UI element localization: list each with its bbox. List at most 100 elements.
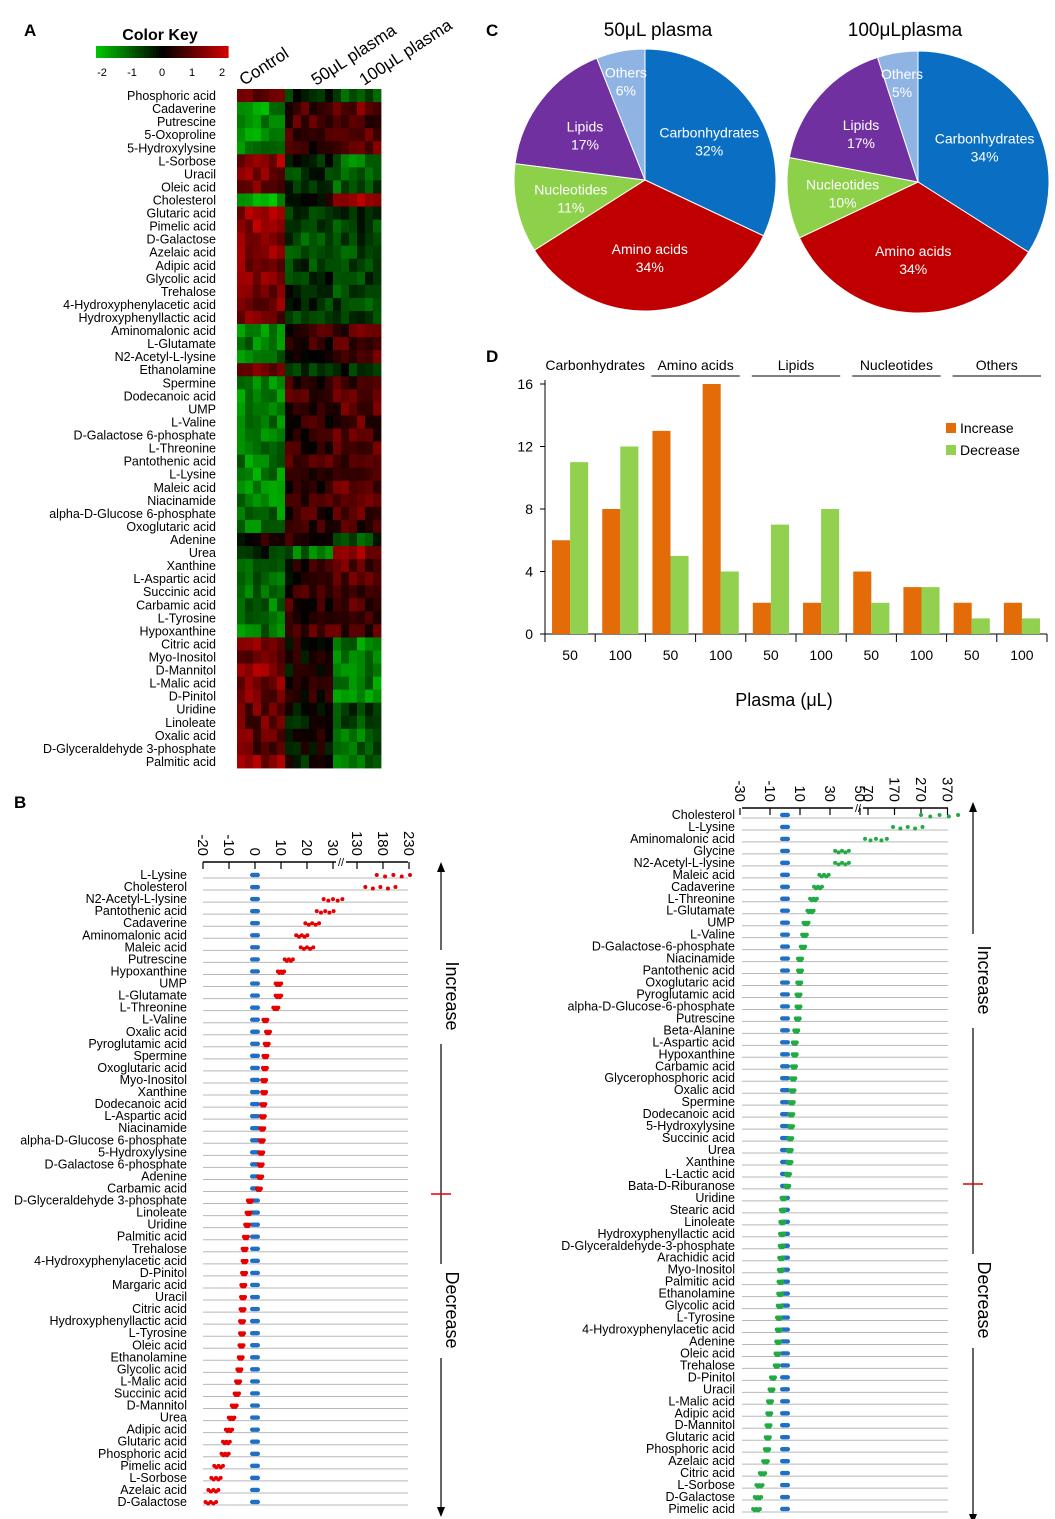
heatmap-cell — [341, 350, 350, 364]
heatmap-cell — [293, 650, 302, 664]
heatmap-cell — [269, 180, 278, 194]
metabolite-label: Putrescine — [128, 952, 187, 966]
heatmap-cell — [253, 337, 262, 351]
color-key-swatch — [111, 46, 115, 58]
treatment-point — [797, 1016, 802, 1021]
heatmap-cell — [309, 258, 318, 273]
metabolite-label: Maleic acid — [124, 940, 187, 954]
heatmap-cell — [325, 193, 334, 207]
heatmap-cell — [325, 728, 334, 743]
heatmap-cell — [277, 389, 286, 403]
heatmap-row-label: alpha-D-Glucose 6-phosphate — [49, 507, 216, 521]
treatment-point — [919, 813, 924, 817]
treatment-point — [227, 1439, 232, 1444]
heatmap-cell — [365, 754, 374, 769]
metabolite-label: Pantothenic acid — [95, 904, 187, 918]
color-key-swatch — [207, 46, 211, 58]
metabolite-label: Adipic acid — [675, 1406, 735, 1420]
control-point — [255, 1017, 260, 1022]
group-header-label: Carbonhydrates — [545, 357, 645, 373]
heatmap-cell — [349, 324, 358, 338]
heatmap-cell — [325, 415, 334, 429]
treatment-point — [305, 933, 310, 938]
heatmap-cell — [309, 350, 318, 364]
metabolite-label: Cadaverine — [671, 880, 735, 894]
heatmap-cell — [269, 337, 278, 351]
heatmap-row-label: Uracil — [184, 167, 216, 181]
heatmap-cell — [357, 585, 366, 599]
heatmap-cell — [341, 624, 350, 638]
metabolite-label: Glutaric acid — [666, 1430, 736, 1444]
heatmap-cell — [253, 310, 262, 325]
metabolite-label: Uridine — [147, 1218, 187, 1232]
heatmap-cell — [317, 572, 326, 586]
metabolite-label: N2-Acetyl-L-lysine — [634, 856, 735, 870]
heatmap-cell — [325, 532, 334, 547]
heatmap-cell — [301, 624, 310, 638]
heatmap-row-label: D-Glyceraldehyde 3-phosphate — [43, 742, 216, 756]
heatmap-cell — [341, 702, 350, 717]
heatmap-cell — [269, 219, 278, 234]
heatmap-cell — [365, 480, 374, 495]
heatmap-cell — [237, 258, 246, 273]
treatment-point — [317, 921, 322, 926]
control-point — [785, 944, 790, 949]
heatmap-cell — [237, 598, 246, 612]
heatmap-cell — [309, 219, 318, 234]
heatmap-cell — [285, 310, 294, 325]
color-key-swatch — [180, 46, 184, 58]
heatmap-cell — [261, 258, 270, 273]
label-background — [427, 950, 455, 1044]
heatmap-cell — [373, 102, 382, 116]
control-point — [255, 1415, 260, 1420]
heatmap-cell — [309, 167, 318, 181]
heatmap-cell — [301, 284, 310, 299]
label-background — [427, 1264, 455, 1358]
heatmap-cell — [333, 245, 342, 260]
heatmap-cell — [293, 258, 302, 273]
heatmap-cell — [309, 585, 318, 599]
heatmap-cell — [357, 598, 366, 612]
panel-label-c: C — [486, 21, 498, 40]
heatmap-cell — [325, 519, 334, 534]
treatment-point — [408, 873, 413, 877]
heatmap-cell — [309, 754, 318, 769]
heatmap-cell — [341, 493, 350, 508]
treatment-point — [393, 885, 398, 890]
heatmap-cell — [373, 402, 382, 416]
control-point — [255, 1270, 260, 1276]
heatmap-cell — [277, 141, 286, 155]
control-point — [785, 920, 790, 925]
color-key-swatch — [114, 46, 118, 58]
heatmap-cell — [349, 441, 358, 456]
heatmap-cell — [285, 741, 294, 756]
heatmap-cell — [341, 245, 350, 260]
treatment-point — [765, 1459, 770, 1464]
pie-slice-percent: 34% — [971, 148, 999, 164]
control-point — [785, 1363, 790, 1368]
heatmap-cell — [277, 624, 286, 638]
heatmap-cell — [245, 467, 254, 482]
heatmap-cell — [253, 585, 262, 599]
metabolite-label: D-Mannitol — [675, 1418, 735, 1432]
heatmap-cell — [301, 376, 310, 390]
heatmap-cell — [373, 637, 382, 651]
heatmap-cell — [365, 297, 374, 312]
heatmap-cell — [245, 728, 254, 743]
color-key-tick-label: -1 — [127, 67, 137, 79]
control-point — [255, 1355, 260, 1360]
treatment-point — [242, 1319, 246, 1324]
heatmap-cell — [373, 741, 382, 756]
heatmap-cell — [309, 650, 318, 664]
heatmap-cell — [325, 102, 334, 116]
heatmap-cell — [285, 376, 294, 390]
heatmap-cell — [333, 350, 342, 364]
heatmap-cell — [333, 258, 342, 273]
heatmap-cell — [317, 402, 326, 416]
heatmap-cell — [245, 689, 254, 704]
control-point — [255, 921, 260, 926]
color-key-swatch — [138, 46, 142, 58]
heatmap-cell — [333, 128, 342, 142]
heatmap-cell — [325, 271, 334, 286]
